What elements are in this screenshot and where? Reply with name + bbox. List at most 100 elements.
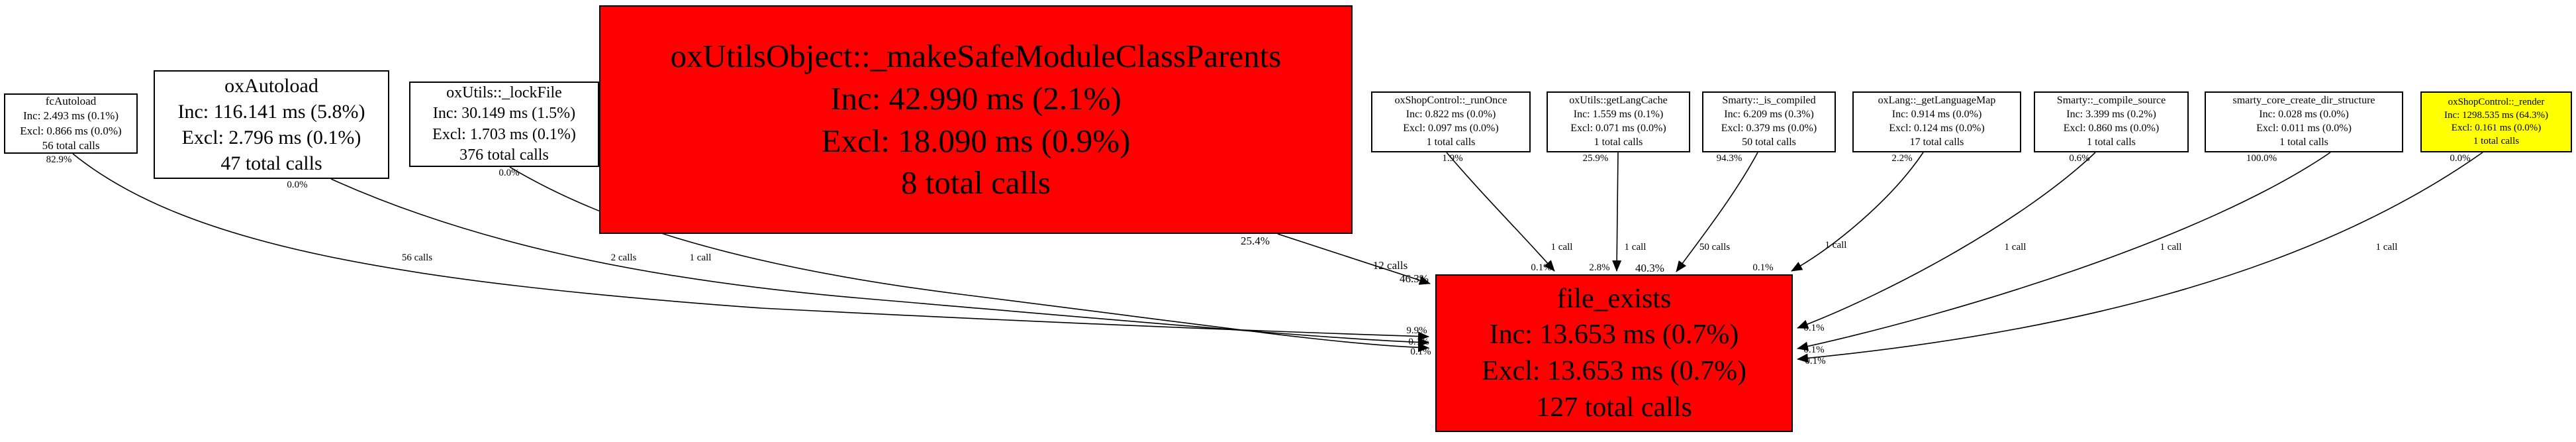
node-excl: Excl: 0.860 ms (0.0%) <box>2063 123 2160 134</box>
node-getlangcache[interactable]: oxUtils::getLangCache Inc: 1.559 ms (0.1… <box>1547 91 1690 152</box>
edge-head-pct: 0.1% <box>1803 345 1825 355</box>
edge-makesafemoduleclassparents-file-exists <box>1277 233 1431 285</box>
edge-call-count: 2 calls <box>610 252 637 263</box>
edge-call-count: 1 call <box>1550 242 1573 252</box>
node-excl: Excl: 1.703 ms (0.1%) <box>432 125 576 143</box>
node-title: oxLang::_getLanguageMap <box>1878 95 1996 107</box>
node-inc: Inc: 6.209 ms (0.3%) <box>1724 109 1814 121</box>
node-title: file_exists <box>1556 283 1672 314</box>
node-total-calls: 127 total calls <box>1536 392 1692 423</box>
node-title: smarty_core_create_dir_structure <box>2232 95 2375 107</box>
edge-head-pct: 2.8% <box>1589 262 1610 273</box>
edge-head-pct: 46.3% <box>1400 272 1429 285</box>
edge-call-count: 1 call <box>689 252 712 263</box>
edge-tail-pct: 25.9% <box>1582 153 1609 164</box>
node-inc: Inc: 0.822 ms (0.0%) <box>1406 109 1496 121</box>
node-compile-source[interactable]: Smarty::_compile_source Inc: 3.399 ms (0… <box>2034 91 2189 152</box>
node-total-calls: 1 total calls <box>2473 135 2520 146</box>
edge-call-count: 12 calls <box>1372 259 1408 272</box>
node-excl: Excl: 0.011 ms (0.0%) <box>2256 123 2352 134</box>
edge-tail-pct: 25.4% <box>1241 235 1270 247</box>
node-inc: Inc: 3.399 ms (0.2%) <box>2066 109 2156 121</box>
node-inc: Inc: 1.559 ms (0.1%) <box>1573 109 1664 121</box>
node-title: oxUtils::_lockFile <box>446 84 562 102</box>
node-inc: Inc: 0.028 ms (0.0%) <box>2259 109 2349 121</box>
edge-getlangcache-file-exists <box>1612 152 1622 272</box>
edge-compile-source-file-exists <box>1797 152 2096 329</box>
node-render[interactable]: oxShopControl::_render Inc: 1298.535 ms … <box>2420 91 2572 152</box>
edge-head-pct: 40.3% <box>1635 262 1664 274</box>
edge-call-count: 50 calls <box>1699 242 1731 252</box>
node-oxautoload[interactable]: oxAutoload Inc: 116.141 ms (5.8%) Excl: … <box>154 70 389 179</box>
node-excl: Excl: 0.161 ms (0.0%) <box>2451 123 2542 133</box>
node-getlanguagemap[interactable]: oxLang::_getLanguageMap Inc: 0.914 ms (0… <box>1852 91 2021 152</box>
edge-tail-pct: 0.0% <box>499 168 520 178</box>
edge-call-count: 1 call <box>2160 242 2182 252</box>
node-total-calls: 1 total calls <box>2279 136 2328 148</box>
node-total-calls: 47 total calls <box>220 152 322 174</box>
node-excl: Excl: 0.866 ms (0.0%) <box>20 124 122 137</box>
node-oxutils-lockfile[interactable]: oxUtils::_lockFile Inc: 30.149 ms (1.5%)… <box>409 82 599 167</box>
node-total-calls: 376 total calls <box>459 146 549 164</box>
node-fcautoload[interactable]: fcAutoload Inc: 2.493 ms (0.1%) Excl: 0.… <box>4 93 138 154</box>
edge-getlanguagemap-file-exists <box>1791 152 1924 272</box>
node-inc: Inc: 30.149 ms (1.5%) <box>432 105 576 123</box>
node-create-dir-structure[interactable]: smarty_core_create_dir_structure Inc: 0.… <box>2205 91 2403 152</box>
node-title: Smarty::_compile_source <box>2056 95 2166 107</box>
node-inc: Inc: 0.914 ms (0.0%) <box>1891 109 1982 121</box>
node-inc: Inc: 116.141 ms (5.8%) <box>177 101 365 123</box>
node-title: oxUtils::getLangCache <box>1569 95 1668 107</box>
node-inc: Inc: 13.653 ms (0.7%) <box>1489 319 1739 351</box>
edge-tail-pct: 100.0% <box>2246 153 2277 164</box>
node-excl: Excl: 13.653 ms (0.7%) <box>1481 356 1747 386</box>
edge-call-count: 1 call <box>2004 242 2027 252</box>
edge-is-compiled-file-exists <box>1676 152 1758 272</box>
edge-tail-pct: 0.0% <box>2450 153 2471 164</box>
edge-tail-pct: 0.0% <box>287 180 308 190</box>
edge-head-pct: 9.9% <box>1406 325 1427 336</box>
edge-call-count: 1 call <box>1825 240 1847 250</box>
node-is-compiled[interactable]: Smarty::_is_compiled Inc: 6.209 ms (0.3%… <box>1702 91 1836 152</box>
node-title: Smarty::_is_compiled <box>1722 95 1816 107</box>
edge-render-file-exists <box>1797 152 2483 363</box>
edge-call-count: 56 calls <box>401 252 433 263</box>
node-total-calls: 1 total calls <box>1426 136 1476 148</box>
node-excl: Excl: 0.124 ms (0.0%) <box>1889 123 1985 134</box>
node-total-calls: 56 total calls <box>42 138 100 152</box>
edge-head-pct: 0.1% <box>1531 262 1552 273</box>
edge-tail-pct: 94.3% <box>1716 153 1742 164</box>
edge-tail-pct: 0.6% <box>2069 153 2090 164</box>
node-title: fcAutoload <box>45 95 97 108</box>
edge-tail-pct: 1.9% <box>1442 153 1463 164</box>
node-total-calls: 17 total calls <box>1909 136 1964 148</box>
node-excl: Excl: 2.796 ms (0.1%) <box>181 127 361 148</box>
edge-head-pct: 0.1% <box>1752 262 1774 273</box>
node-runonce[interactable]: oxShopControl::_runOnce Inc: 0.822 ms (0… <box>1371 91 1531 152</box>
edge-call-count: 1 call <box>1624 242 1646 252</box>
edge-fcautoload-file-exists <box>72 153 1429 341</box>
edge-tail-pct: 2.2% <box>1891 153 1913 164</box>
edge-head-pct: 0.1% <box>1803 323 1825 333</box>
edge-head-pct: 0.1% <box>1410 347 1431 357</box>
node-excl: Excl: 0.379 ms (0.0%) <box>1721 123 1817 134</box>
node-title: oxShopControl::_runOnce <box>1394 95 1507 107</box>
node-total-calls: 8 total calls <box>901 164 1051 201</box>
node-inc: Inc: 1298.535 ms (64.3%) <box>2444 109 2549 121</box>
node-file-exists[interactable]: file_exists Inc: 13.653 ms (0.7%) Excl: … <box>1435 274 1793 432</box>
node-excl: Excl: 18.090 ms (0.9%) <box>821 122 1131 159</box>
node-makesafemoduleclassparents[interactable]: oxUtilsObject::_makeSafeModuleClassParen… <box>599 5 1353 234</box>
node-excl: Excl: 0.071 ms (0.0%) <box>1570 123 1666 134</box>
node-total-calls: 50 total calls <box>1742 136 1796 148</box>
edge-head-pct: 0.1% <box>1805 356 1826 366</box>
edge-call-count: 1 call <box>2375 242 2398 252</box>
node-title: oxUtilsObject::_makeSafeModuleClassParen… <box>670 38 1282 75</box>
edge-oxautoload-file-exists <box>330 178 1429 347</box>
node-excl: Excl: 0.097 ms (0.0%) <box>1403 123 1499 134</box>
edge-runonce-file-exists <box>1446 152 1555 272</box>
node-total-calls: 1 total calls <box>2087 136 2136 148</box>
node-inc: Inc: 2.493 ms (0.1%) <box>23 109 119 123</box>
node-title: oxShopControl::_render <box>2448 97 2545 107</box>
node-title: oxAutoload <box>224 75 318 97</box>
node-inc: Inc: 42.990 ms (2.1%) <box>830 80 1121 117</box>
